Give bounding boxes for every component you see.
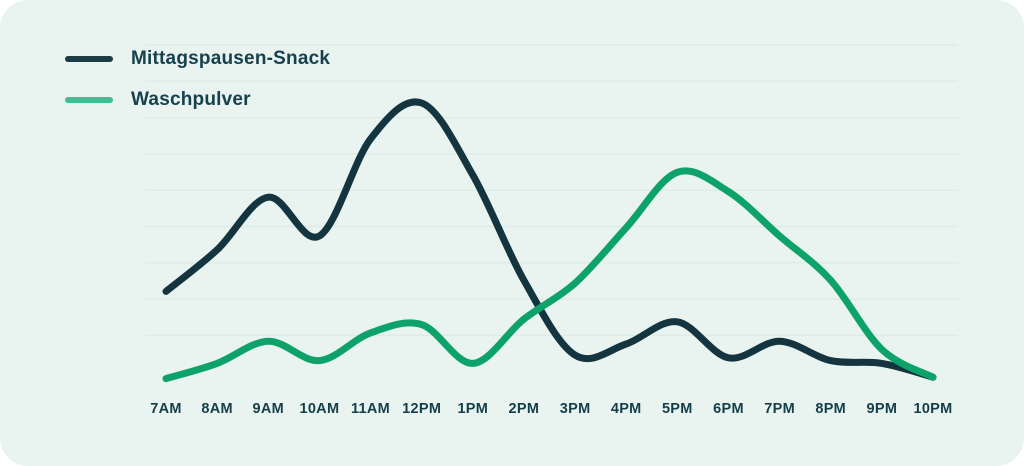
x-axis-tick-label: 6PM: [713, 401, 744, 417]
x-axis-tick-label: 12PM: [402, 401, 441, 417]
legend-label-mittagspausen-snack: Mittagspausen-Snack: [131, 48, 331, 69]
legend-item-mittagspausen-snack: Mittagspausen-Snack: [65, 46, 330, 72]
x-axis-tick-label: 4PM: [611, 401, 642, 417]
x-axis-tick-label: 11AM: [351, 401, 390, 417]
x-axis-tick-label: 5PM: [662, 401, 693, 417]
series-line-mittagspausen-snack: [162, 98, 937, 381]
legend-label-waschpulver: Waschpulver: [131, 89, 251, 110]
x-axis-tick-label: 8PM: [815, 401, 846, 417]
x-axis-tick-label: 1PM: [457, 401, 488, 417]
x-axis-tick-label: 8AM: [201, 401, 233, 417]
x-axis-tick-label: 9AM: [253, 401, 285, 417]
x-axis-tick-label: 10PM: [913, 401, 952, 417]
x-axis-tick-label: 3PM: [560, 401, 591, 417]
x-axis-tick-label: 9PM: [867, 401, 898, 417]
x-axis-tick-label: 10AM: [299, 401, 339, 417]
x-axis-tick-label: 7PM: [764, 401, 795, 417]
x-axis-tick-label: 7AM: [150, 401, 182, 417]
chart-legend: Mittagspausen-Snack Waschpulver: [65, 46, 330, 113]
legend-item-waschpulver: Waschpulver: [65, 87, 330, 113]
x-axis-tick-label: 2PM: [509, 401, 540, 417]
series-line-waschpulver: [162, 167, 937, 383]
legend-swatch-icon: [65, 97, 113, 103]
legend-swatch-icon: [65, 56, 113, 62]
